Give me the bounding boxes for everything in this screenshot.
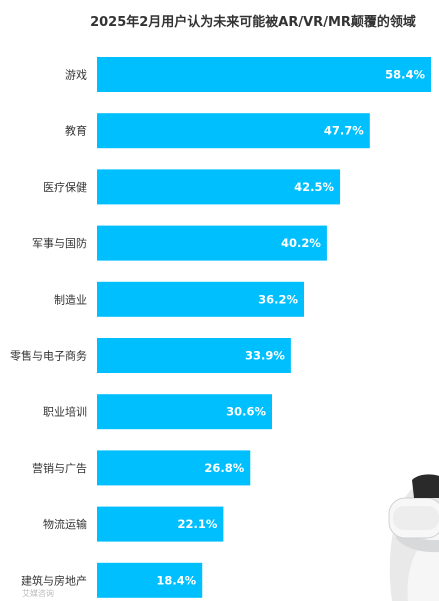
bar (97, 506, 224, 542)
bar (97, 338, 291, 373)
category-label: 医疗保健 (43, 180, 87, 194)
chart-title: 2025年2月用户认为未来可能被AR/VR/MR颠覆的领域 (90, 14, 416, 30)
vr-headset-person-image (388, 474, 439, 601)
bar (97, 169, 341, 205)
value-label: 30.6% (226, 405, 266, 419)
value-label: 36.2% (258, 292, 298, 306)
category-label: 教育 (65, 124, 87, 138)
value-label: 22.1% (177, 517, 217, 531)
value-label: 33.9% (245, 349, 285, 363)
value-label: 47.7% (324, 124, 364, 138)
watermark: 艾媒咨询 (22, 588, 54, 598)
value-label: 26.8% (204, 461, 244, 475)
category-label: 零售与电子商务 (10, 349, 87, 363)
bar (97, 562, 203, 598)
bar (97, 394, 273, 430)
category-label: 物流运输 (43, 517, 87, 531)
value-label: 40.2% (281, 236, 321, 250)
category-label: 游戏 (65, 69, 87, 82)
bar (97, 281, 305, 317)
value-label: 42.5% (294, 180, 334, 194)
category-label: 职业培训 (43, 405, 87, 419)
bars-group: 游戏 58.4% 教育 47.7% 医疗保健 42.5% 军事与国防 40.2% 制造业 36.2… (10, 57, 431, 598)
bar (97, 113, 370, 149)
category-label: 制造业 (54, 292, 87, 306)
bar (97, 450, 251, 486)
category-label: 建筑与房地产 (21, 573, 87, 587)
value-label: 58.4% (385, 68, 425, 82)
bar (97, 225, 327, 261)
value-label: 18.4% (156, 573, 196, 587)
bar (97, 57, 431, 92)
category-label: 营销与广告 (32, 461, 87, 475)
category-label: 军事与国防 (32, 236, 87, 250)
